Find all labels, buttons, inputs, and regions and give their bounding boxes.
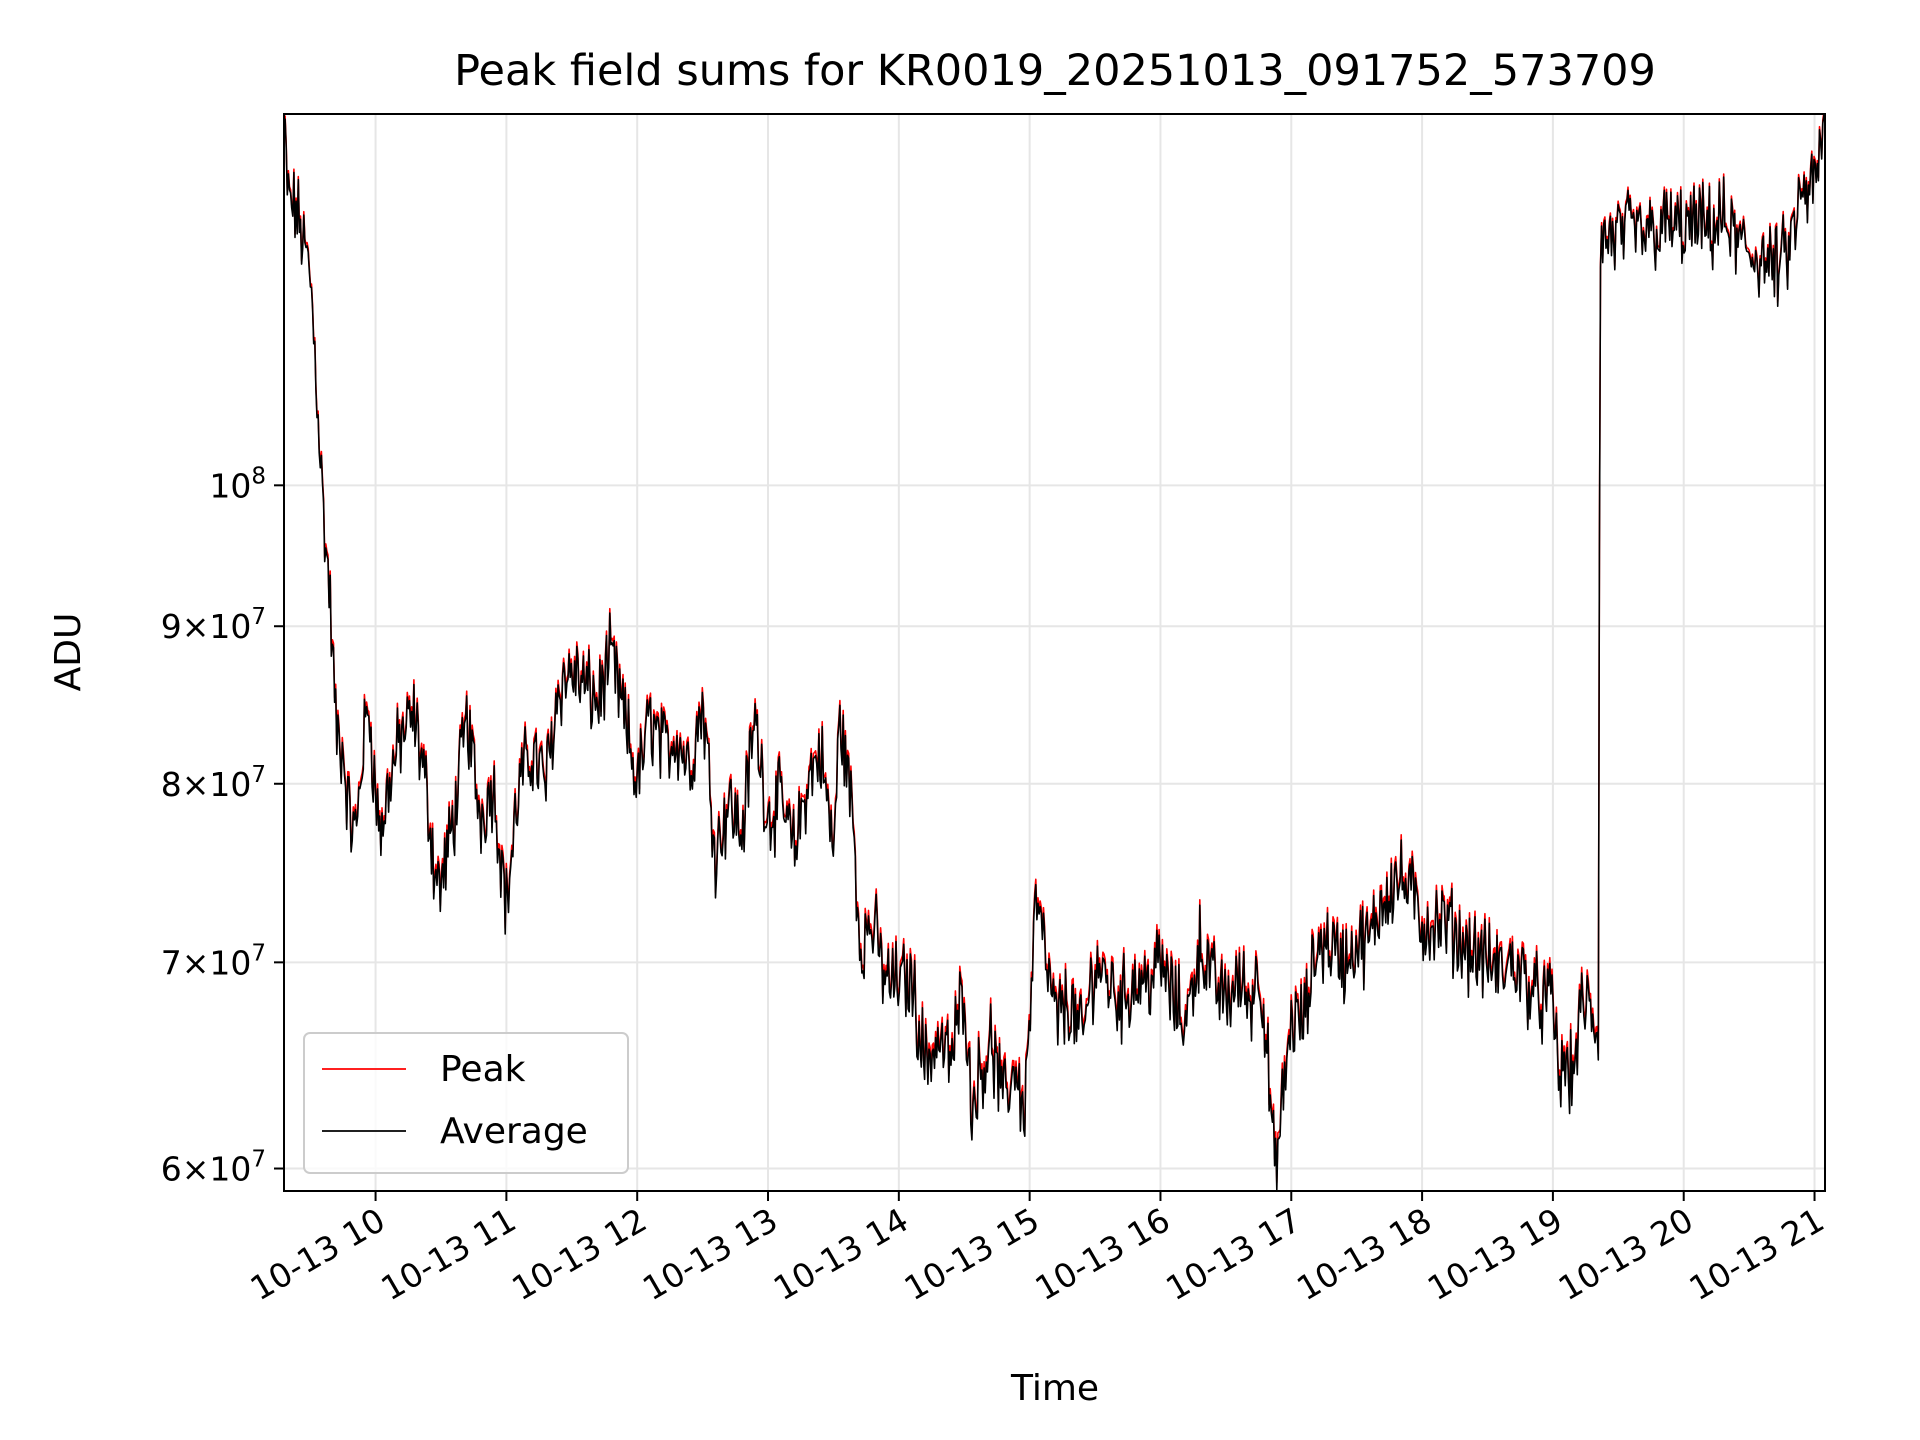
series-line-average	[284, 114, 1825, 1191]
plot-frame	[283, 113, 1826, 1192]
chart-title: Peak field sums for KR0019_20251013_0917…	[454, 46, 1656, 96]
legend-box	[303, 1032, 629, 1174]
x-axis-label: Time	[1010, 1368, 1099, 1409]
y-tick-label: 7×107	[161, 940, 266, 982]
y-tick-label: 9×107	[161, 604, 266, 646]
y-axis-label: ADU	[48, 613, 89, 692]
series-lines	[284, 114, 1825, 1191]
legend: Peak Average	[303, 1032, 629, 1174]
y-tick-label: 108	[209, 463, 266, 505]
legend-label-average: Average	[440, 1111, 588, 1152]
legend-label-peak: Peak	[440, 1049, 526, 1090]
y-tick-label: 6×107	[161, 1147, 266, 1189]
y-axis-ticks: 6×107 7×107 8×107 9×107 108	[161, 463, 284, 1189]
y-tick-label: 8×107	[161, 762, 266, 804]
grid-lines	[284, 114, 1825, 1191]
